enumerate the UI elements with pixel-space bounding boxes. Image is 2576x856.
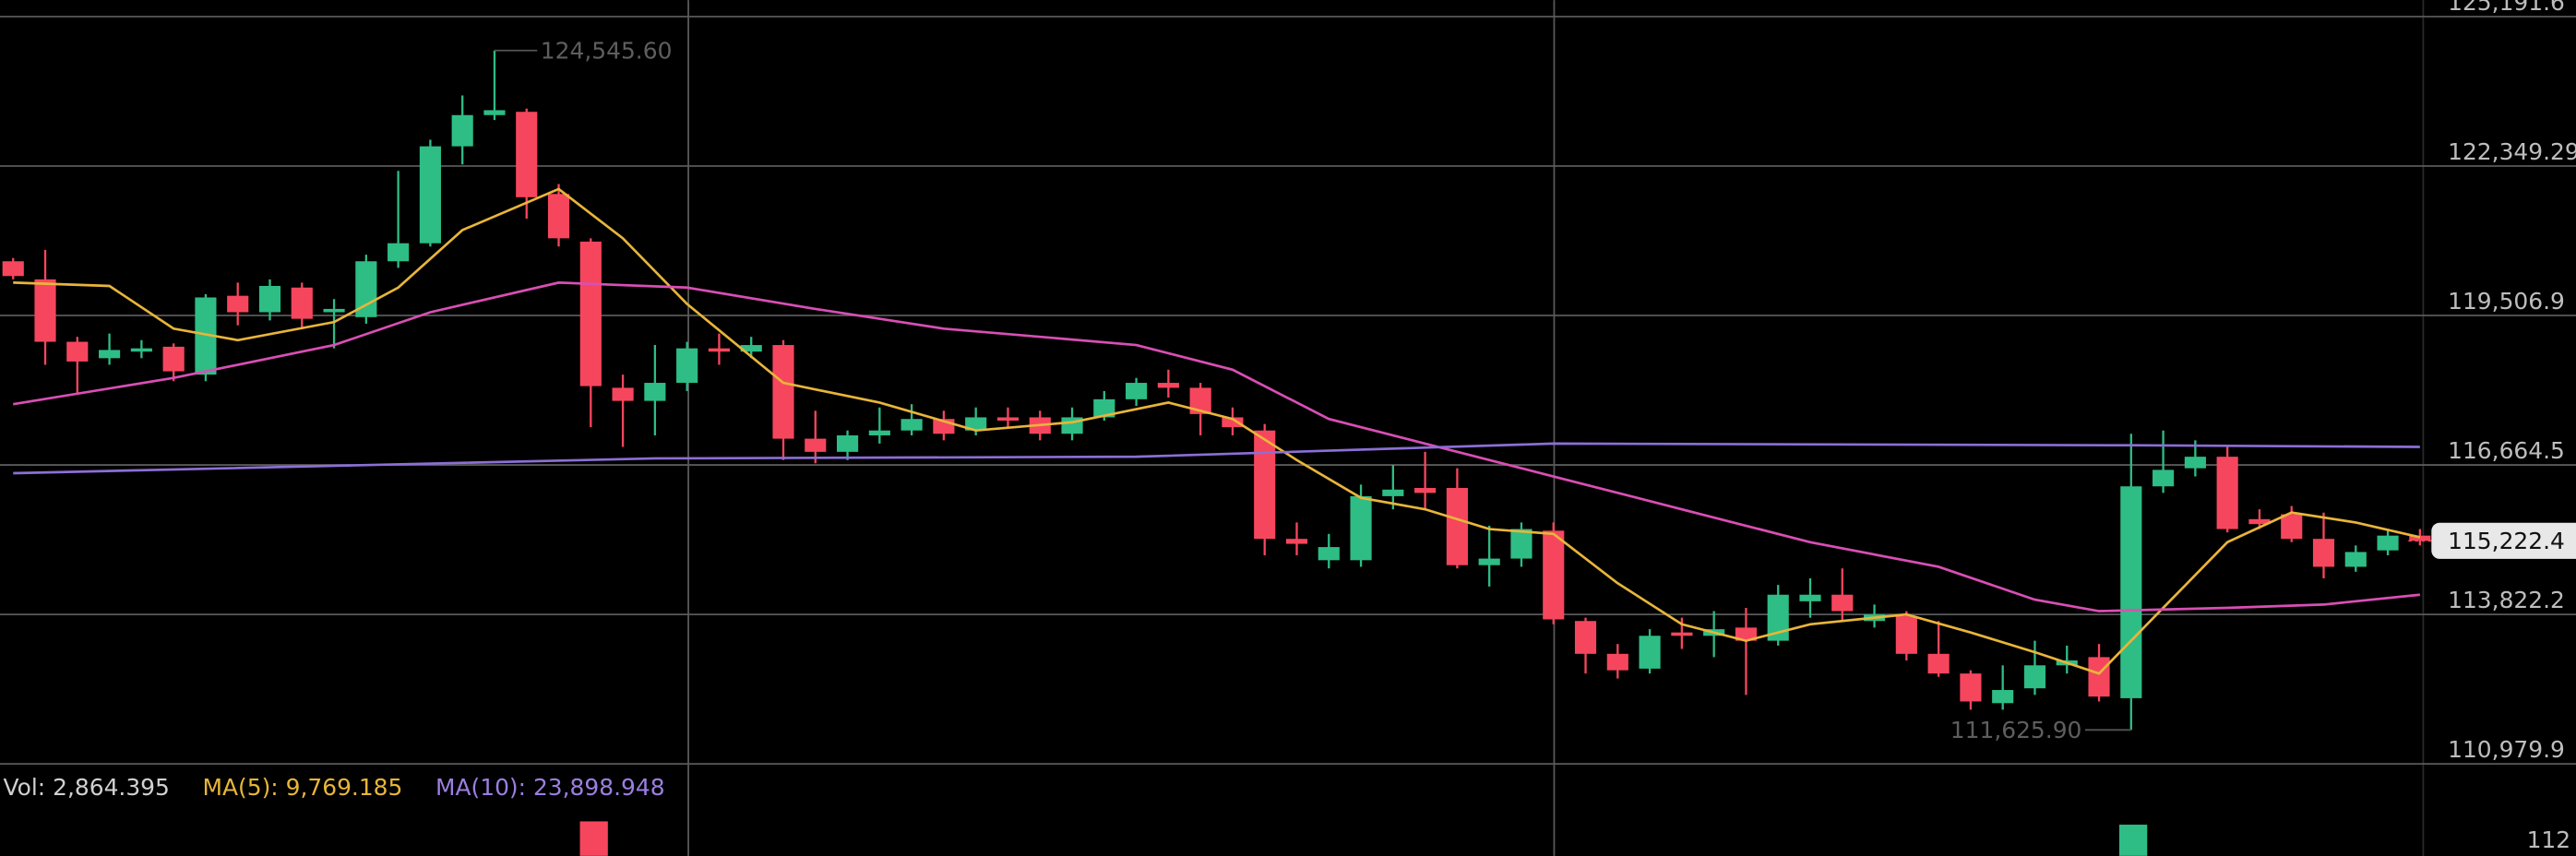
candle-body — [1318, 547, 1340, 561]
candle-body — [1157, 383, 1179, 388]
candle-body — [258, 285, 281, 313]
annotation: 111,625.90 — [1950, 717, 2082, 743]
candle-body — [34, 279, 56, 342]
ma-line — [13, 442, 2420, 475]
candle-body — [195, 297, 217, 375]
candle-body — [708, 348, 731, 352]
candle-body — [2344, 552, 2367, 567]
candle-body — [1382, 489, 1404, 496]
candle-body — [388, 243, 410, 262]
candle-body — [2312, 539, 2335, 567]
volume-legend: MA(5): 9,769.185 — [203, 774, 403, 801]
y-tick-label: 110,979.9 — [2448, 736, 2565, 763]
candle-body — [1574, 621, 1597, 654]
candle-body — [644, 383, 666, 401]
candle-body — [1927, 653, 1950, 674]
candle-body — [227, 295, 249, 313]
y-tick-label: 113,822.2 — [2448, 587, 2565, 613]
candle-body — [516, 112, 538, 197]
candle-body — [2023, 665, 2046, 689]
candle-body — [2088, 657, 2110, 697]
candle-body — [66, 341, 89, 362]
candle-body — [1285, 539, 1308, 544]
annotation: 124,545.60 — [541, 38, 673, 65]
candle-body — [805, 438, 827, 452]
volume-legend: MA(10): 23,898.948 — [435, 774, 665, 801]
candle-body — [2120, 486, 2142, 698]
candle-body — [1414, 488, 1437, 493]
candle-body — [740, 345, 762, 352]
candle-body — [162, 346, 185, 372]
last-price-tag — [2431, 522, 2576, 559]
y-tick-label: 119,506.9 — [2448, 288, 2565, 315]
volume-axis-label: 112 — [2527, 826, 2571, 853]
candle-body — [900, 419, 923, 431]
candle-body — [2248, 518, 2271, 525]
candle-body — [130, 348, 152, 352]
candle-body — [868, 430, 890, 436]
ma-line — [13, 187, 2421, 675]
volume-bar — [2118, 825, 2148, 856]
candle-body — [612, 387, 634, 401]
candle-body — [2153, 470, 2175, 487]
candle-body — [1767, 594, 1789, 641]
y-tick-label: 116,664.5 — [2448, 437, 2565, 464]
candle-body — [2281, 514, 2303, 540]
candle-body — [676, 348, 698, 384]
candle-body — [323, 308, 345, 313]
candle-body — [1446, 488, 1468, 565]
candle-body — [547, 194, 570, 239]
candle-body — [2216, 457, 2238, 529]
candle-body — [996, 417, 1020, 421]
candle-body — [2377, 535, 2399, 551]
candle-body — [99, 350, 121, 359]
candle-body — [1895, 615, 1917, 654]
candle-body — [772, 345, 794, 439]
candle-body — [1543, 530, 1565, 620]
candle-body — [451, 114, 473, 147]
volume-legend: Vol: 2,864.395 — [4, 774, 170, 801]
candle-body — [419, 146, 441, 244]
volume-bar — [579, 821, 608, 856]
candle-body — [1093, 398, 1115, 418]
candle-body — [1960, 673, 1982, 702]
candle-body — [2409, 535, 2431, 541]
candle-body — [1222, 417, 1244, 428]
candle-body — [579, 241, 602, 386]
candle-body — [1189, 387, 1211, 414]
last-price-label: 115,222.4 — [2448, 528, 2565, 554]
candle-body — [1639, 636, 1661, 669]
candle-body — [1126, 383, 1148, 399]
candle-body — [965, 417, 987, 431]
candle-body — [1254, 430, 1276, 540]
candle-body — [483, 110, 506, 115]
candle-body — [2184, 457, 2206, 469]
candle-body — [1735, 627, 1758, 641]
y-tick-label: 122,349.29 — [2448, 138, 2576, 165]
candle-body — [836, 435, 859, 452]
candle-body — [1478, 558, 1500, 565]
candle-body — [1510, 529, 1532, 559]
ma-line — [13, 281, 2420, 612]
candle-body — [2, 261, 24, 277]
candle-body — [1671, 632, 1693, 636]
candle-body — [1831, 594, 1854, 612]
candle-body — [291, 287, 313, 319]
candle-body — [1992, 690, 2014, 704]
candle-body — [1606, 653, 1628, 671]
candle-body — [1799, 594, 1821, 601]
y-tick-label: 125,191.6 — [2448, 0, 2565, 16]
candle-body — [1350, 495, 1372, 561]
